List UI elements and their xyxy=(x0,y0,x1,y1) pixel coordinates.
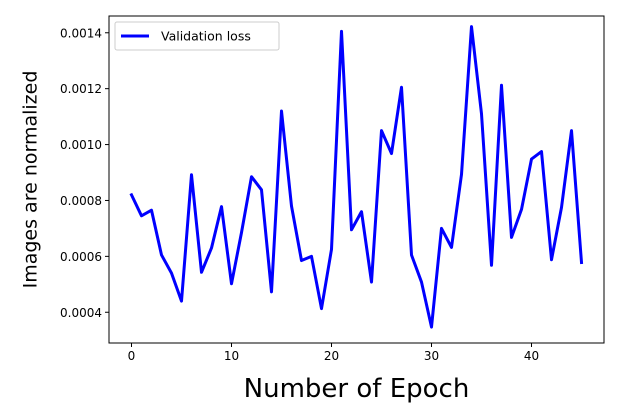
plot-area-frame xyxy=(108,15,605,344)
y-tick-label: 0.0014 xyxy=(60,26,102,40)
y-tick-label: 0.0008 xyxy=(60,194,102,208)
y-tick-label: 0.0010 xyxy=(60,138,102,152)
y-tick-label: 0.0006 xyxy=(60,250,102,264)
y-tick-label: 0.0004 xyxy=(60,306,102,320)
plot-content xyxy=(129,25,584,329)
x-tick-label: 30 xyxy=(424,349,439,363)
y-axis-label: Images are normalized xyxy=(20,71,42,289)
legend-box xyxy=(114,21,280,51)
x-tick-label: 10 xyxy=(224,349,239,363)
x-axis-label: Number of Epoch xyxy=(244,374,470,404)
x-axis-ticks: 0 10 20 30 40 xyxy=(128,343,539,363)
legend-label-validation-loss: Validation loss xyxy=(161,29,251,44)
x-tick-label: 0 xyxy=(128,349,136,363)
x-tick-label: 40 xyxy=(524,349,539,363)
x-tick-label: 20 xyxy=(324,349,339,363)
series-line-validation-loss xyxy=(129,25,584,329)
y-axis-ticks: 0.0004 0.0006 0.0008 0.0010 0.0012 0.0014 xyxy=(60,26,109,320)
y-tick-label: 0.0012 xyxy=(60,82,102,96)
legend: Validation loss xyxy=(114,21,280,51)
